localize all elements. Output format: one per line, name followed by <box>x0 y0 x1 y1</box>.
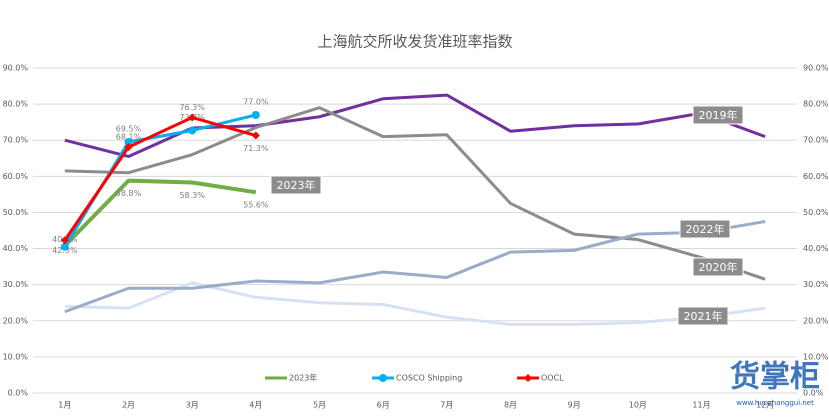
x-tick-label: 8月 <box>504 401 517 410</box>
y2-tick-label: 20.0% <box>803 316 829 325</box>
x-tick-label: 5月 <box>313 401 326 410</box>
series-tag: 2020年 <box>699 260 738 274</box>
data-label: 69.5% <box>116 125 142 134</box>
y-tick-label: 30.0% <box>3 280 29 289</box>
y2-tick-label: 80.0% <box>803 100 829 109</box>
series-line <box>64 219 766 314</box>
series-tag-box <box>679 219 731 239</box>
x-tick-label: 11月 <box>692 401 710 410</box>
series-tag-box <box>692 105 744 125</box>
series-line <box>63 115 257 242</box>
point <box>124 143 133 152</box>
y-tick-label: 90.0% <box>3 64 29 73</box>
y2-tick-label: 60.0% <box>803 172 829 181</box>
y2-tick-label: 90.0% <box>803 64 829 73</box>
x-tick-label: 2月 <box>122 401 135 410</box>
point <box>188 126 197 135</box>
chart-title: 上海航交所收发货准班率指数 <box>317 33 512 51</box>
data-label: 42.3% <box>52 246 78 255</box>
legend-marker <box>379 374 387 382</box>
series-tag-box <box>677 306 729 326</box>
point <box>251 131 260 140</box>
point <box>251 110 260 119</box>
data-label: 76.3% <box>179 103 205 112</box>
x-tick-label: 7月 <box>440 401 453 410</box>
legend-label: 2023年 <box>289 373 317 383</box>
watermark: 货掌柜 <box>730 360 820 395</box>
x-tick-label: 6月 <box>377 401 390 410</box>
series-tag-box <box>692 257 744 277</box>
series-tag: 2021年 <box>684 309 723 323</box>
y2-tick-label: 30.0% <box>803 280 829 289</box>
y-tick-label: 20.0% <box>3 316 29 325</box>
series-line <box>63 178 257 248</box>
y-tick-label: 10.0% <box>3 352 29 361</box>
y-tick-label: 0.0% <box>8 389 29 398</box>
data-label: 71.3% <box>243 144 269 153</box>
series-tag-box <box>270 175 322 195</box>
y2-tick-label: 50.0% <box>803 208 829 217</box>
y2-tick-label: 40.0% <box>803 244 829 253</box>
y-tick-label: 80.0% <box>3 100 29 109</box>
y2-tick-label: 10.0% <box>803 352 829 361</box>
point <box>60 242 69 251</box>
data-label: 58.3% <box>179 191 205 200</box>
legend-label: OOCL <box>541 374 564 383</box>
x-tick-label: 3月 <box>186 401 199 410</box>
x-tick-label: 9月 <box>568 401 581 410</box>
series-tag: 2023年 <box>277 178 316 192</box>
y2-tick-label: 70.0% <box>803 136 829 145</box>
point <box>60 236 69 245</box>
watermark-url: www.huozhanggui.net <box>736 399 814 407</box>
data-label: 68.1% <box>116 133 142 142</box>
legend-marker <box>524 374 532 382</box>
x-tick-label: 1月 <box>58 401 71 410</box>
data-label: 55.6% <box>243 201 269 210</box>
x-tick-label: 10月 <box>629 401 647 410</box>
legend-label: COSCO Shipping <box>396 374 462 383</box>
x-tick-label: 12月 <box>756 401 774 410</box>
series-tag: 2022年 <box>686 222 725 236</box>
y-tick-label: 50.0% <box>3 208 29 217</box>
point <box>124 138 133 147</box>
y-tick-label: 60.0% <box>3 172 29 181</box>
data-label: 77.0% <box>243 97 269 106</box>
data-label: 58.8% <box>116 189 142 198</box>
series-line <box>64 106 766 281</box>
y-tick-label: 70.0% <box>3 136 29 145</box>
point <box>188 113 197 122</box>
x-tick-label: 4月 <box>249 401 262 410</box>
series-tag: 2019年 <box>699 108 738 122</box>
y2-tick-label: 0.0% <box>803 389 824 398</box>
y-tick-label: 40.0% <box>3 244 29 253</box>
